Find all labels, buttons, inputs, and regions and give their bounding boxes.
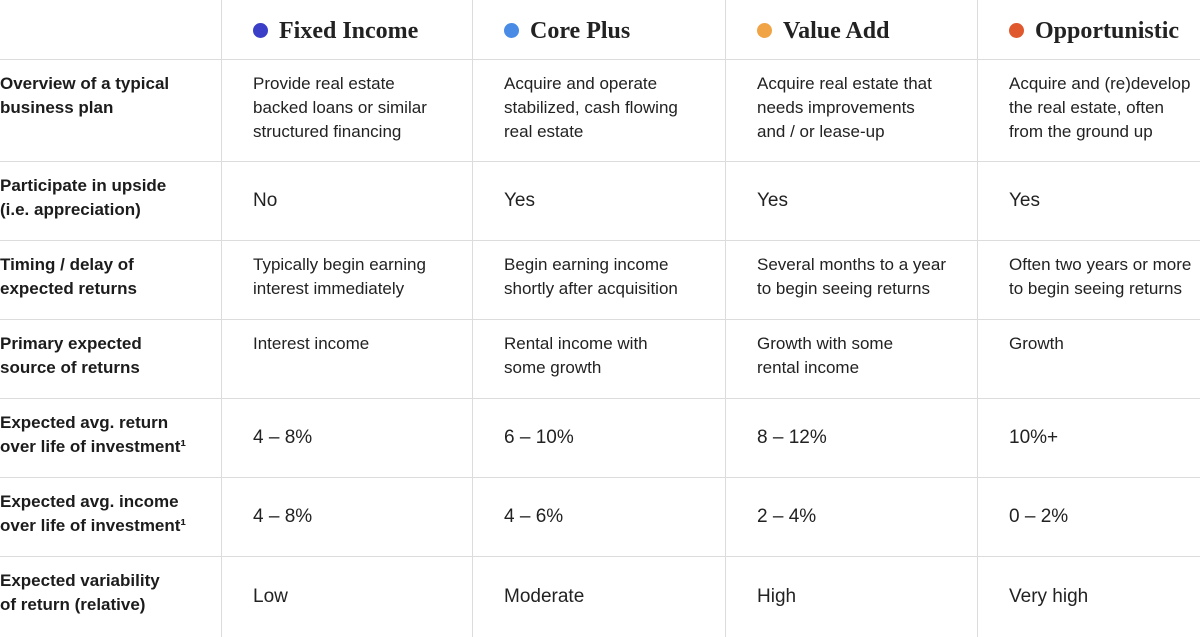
table-cell: Yes: [473, 162, 726, 241]
row-label: Overview of a typical business plan: [0, 60, 222, 162]
table-cell: Several months to a year to begin seeing…: [726, 241, 978, 320]
color-dot: [757, 23, 772, 38]
table-cell: Moderate: [473, 557, 726, 637]
column-title: Core Plus: [530, 17, 631, 44]
table-cell: 8 – 12%: [726, 399, 978, 478]
table-cell: Yes: [978, 162, 1200, 241]
row-label: Timing / delay of expected returns: [0, 241, 222, 320]
table-cell: 4 – 6%: [473, 478, 726, 557]
table-cell: Growth: [978, 320, 1200, 399]
color-dot: [1009, 23, 1024, 38]
column-header: Opportunistic: [978, 0, 1200, 60]
table-cell: Rental income with some growth: [473, 320, 726, 399]
table-cell: Typically begin earning interest immedia…: [222, 241, 473, 320]
row-label: Expected avg. income over life of invest…: [0, 478, 222, 557]
table-cell: 4 – 8%: [222, 478, 473, 557]
table-cell: Yes: [726, 162, 978, 241]
column-title: Fixed Income: [279, 17, 419, 44]
row-label: Expected avg. return over life of invest…: [0, 399, 222, 478]
table-cell: 4 – 8%: [222, 399, 473, 478]
column-header: Fixed Income: [222, 0, 473, 60]
table-cell: Very high: [1009, 586, 1089, 607]
column-title: Opportunistic: [1035, 17, 1180, 44]
table-cell: Low: [222, 557, 473, 637]
table-cell: High: [726, 557, 978, 637]
color-dot: [253, 23, 268, 38]
table-cell: Acquire real estate that needs improveme…: [726, 60, 978, 162]
column-header: Value Add: [726, 0, 978, 60]
table-cell: No: [222, 162, 473, 241]
table-cell: Interest income: [222, 320, 473, 399]
header-blank: [0, 0, 222, 60]
column-title: Value Add: [783, 17, 890, 44]
color-dot: [504, 23, 519, 38]
table-cell: 6 – 10%: [473, 399, 726, 478]
table-cell: 2 – 4%: [726, 478, 978, 557]
table-cell: 10%+: [978, 399, 1200, 478]
table-cell: Begin earning income shortly after acqui…: [473, 241, 726, 320]
table-cell: Acquire and operate stabilized, cash flo…: [473, 60, 726, 162]
table-cell: 0 – 2%: [978, 478, 1200, 557]
row-label: Expected variability of return (relative…: [0, 557, 222, 637]
table-cell: Provide real estate backed loans or simi…: [222, 60, 473, 162]
table-cell: Acquire and (re)develop the real estate,…: [978, 60, 1200, 162]
row-label: Participate in upside (i.e. appreciation…: [0, 162, 222, 241]
row-label: Primary expected source of returns: [0, 320, 222, 399]
table-cell: Growth with some rental income: [726, 320, 978, 399]
column-header: Core Plus: [473, 0, 726, 60]
table-cell: Often two years or more to begin seeing …: [978, 241, 1200, 320]
